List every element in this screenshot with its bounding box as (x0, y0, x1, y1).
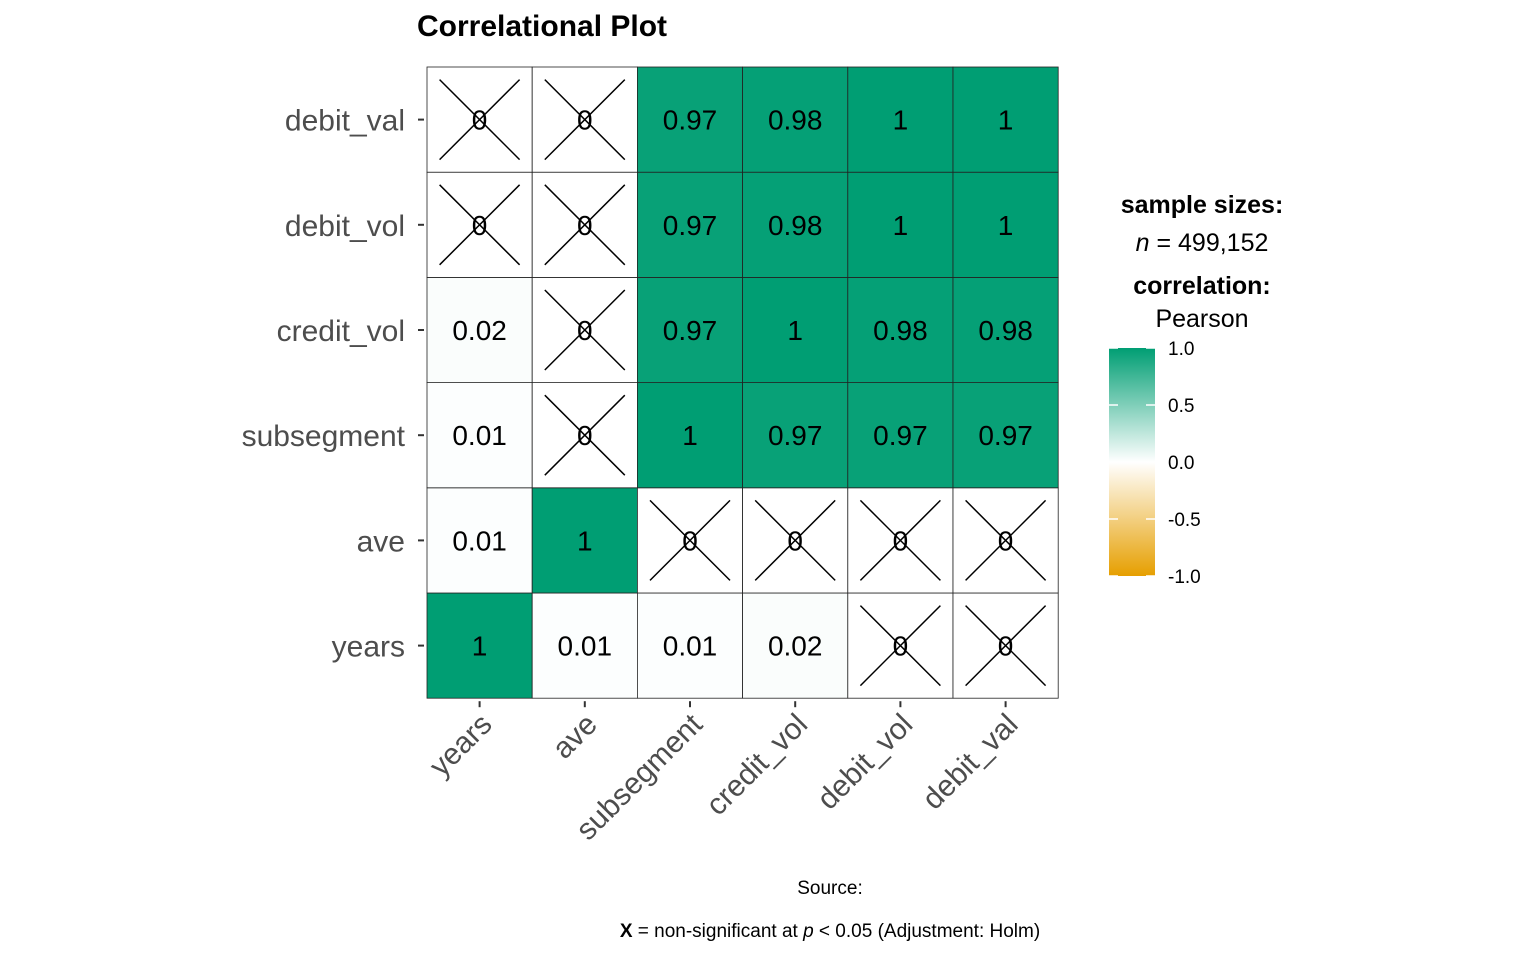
nonsig-cross-b-ave-subsegment (544, 394, 626, 476)
legend-tick-label-3: -0.5 (1168, 510, 1201, 531)
x-tick-label-debit_vol: debit_vol (811, 708, 919, 816)
legend-tick-label-1: 0.5 (1168, 396, 1194, 417)
heatmap-cells: 10.010.010.02000.01100000.01010.970.970.… (426, 66, 1059, 699)
caption-mid-text: = non-significant at (633, 921, 804, 942)
x-tick-label-years: years (423, 708, 498, 783)
heatmap-cell-years-credit_vol (426, 276, 533, 383)
cell-label-credit_vol-years: 0.02 (768, 631, 823, 662)
x-axis: years avesubsegmentcredit_voldebit_voldeb… (423, 701, 1025, 847)
cell-label-subsegment-debit_vol: 0.97 (663, 210, 718, 241)
cell-label-debit_vol-credit_vol: 0.98 (873, 315, 928, 346)
cell-label-debit_vol-debit_val: 1 (893, 105, 909, 136)
caption-tail-text: < 0.05 (Adjustment: Holm) (814, 921, 1041, 942)
y-axis: debit_val debit_vol credit_vol subsegment av… (242, 105, 424, 664)
heatmap-cell-ave-years (531, 592, 638, 699)
heatmap-cell-credit_vol-debit_val (742, 66, 849, 173)
heatmap-cell-credit_vol-credit_vol (742, 276, 849, 383)
heatmap-cell-subsegment-debit_val (637, 66, 744, 173)
x-tick-label-credit_vol: credit_vol (700, 708, 814, 822)
nonsig-cross-b-debit_vol-years (859, 605, 941, 687)
heatmap-cell-years-ave (426, 487, 533, 594)
y-tick-label-credit_vol: credit_vol (277, 315, 405, 348)
nonsig-cross-b-debit_val-ave (965, 499, 1047, 581)
caption-significance: X = non-significant at p < 0.05 (Adjustm… (620, 921, 1040, 942)
cell-label-ave-ave: 1 (577, 525, 593, 556)
cell-label-ave-years: 0.01 (558, 631, 613, 662)
nonsig-cross-b-ave-credit_vol (544, 289, 626, 371)
cell-label-years-years: 1 (472, 631, 488, 662)
heatmap-cell-debit_val-credit_vol (952, 276, 1059, 383)
cell-label-credit_vol-subsegment: 0.97 (768, 420, 823, 451)
legend-ticks: 1.0 0.5 0.0 -0.5 -1.0 (1109, 339, 1201, 588)
legend-tick-label-0: 1.0 (1168, 339, 1194, 360)
nonsig-cross-b-ave-debit_val (544, 79, 626, 161)
caption-source: Source: (797, 878, 862, 899)
chart-title: Correlational Plot (417, 10, 667, 43)
y-tick-label-subsegment: subsegment (242, 420, 406, 453)
cell-label-debit_vol-debit_vol: 1 (893, 210, 909, 241)
nonsig-cross-b-debit_val-years (965, 605, 1047, 687)
legend-sample-heading: sample sizes: (1121, 191, 1284, 219)
legend-n-value: = 499,152 (1150, 229, 1269, 257)
legend-n-symbol: n (1136, 229, 1150, 257)
x-tick-label-debit_val: debit_val (916, 708, 1024, 816)
caption-x-mark: X (620, 921, 633, 942)
cell-label-years-subsegment: 0.01 (452, 420, 507, 451)
heatmap-cell-years-subsegment (426, 382, 533, 489)
cell-label-years-ave: 0.01 (452, 525, 507, 556)
nonsig-cross-b-credit_vol-ave (754, 499, 836, 581)
heatmap-cell-debit_vol-credit_vol (847, 276, 954, 383)
heatmap-cell-credit_vol-years (742, 592, 849, 699)
cell-label-debit_val-debit_val: 1 (998, 105, 1014, 136)
y-tick-label-years: years (332, 631, 405, 664)
nonsig-cross-b-subsegment-ave (649, 499, 731, 581)
heatmap-cell-credit_vol-subsegment (742, 382, 849, 489)
legend: sample sizes: n = 499,152 correlation: P… (1109, 191, 1283, 588)
legend-tick-label-4: -1.0 (1168, 567, 1201, 588)
heatmap-cell-ave-ave (531, 487, 638, 594)
legend-sample-size: n = 499,152 (1136, 229, 1269, 257)
heatmap-cell-debit_vol-debit_val (847, 66, 954, 173)
cell-label-subsegment-credit_vol: 0.97 (663, 315, 718, 346)
heatmap-cell-subsegment-debit_vol (637, 171, 744, 278)
cell-label-credit_vol-debit_vol: 0.98 (768, 210, 823, 241)
nonsig-cross-b-years-debit_val (439, 79, 521, 161)
nonsig-cross-b-ave-debit_vol (544, 184, 626, 266)
y-tick-label-debit_val: debit_val (285, 105, 405, 138)
heatmap-cell-subsegment-subsegment (637, 382, 744, 489)
cell-label-credit_vol-credit_vol: 1 (787, 315, 803, 346)
legend-corr-heading: correlation: (1133, 272, 1271, 300)
cell-label-subsegment-years: 0.01 (663, 631, 718, 662)
cell-label-subsegment-subsegment: 1 (682, 420, 698, 451)
cell-label-debit_val-subsegment: 0.97 (978, 420, 1033, 451)
cell-label-debit_val-credit_vol: 0.98 (978, 315, 1033, 346)
caption-p-symbol: p (802, 921, 814, 942)
cell-label-debit_vol-subsegment: 0.97 (873, 420, 928, 451)
nonsig-cross-b-debit_vol-ave (859, 499, 941, 581)
cell-label-subsegment-debit_val: 0.97 (663, 105, 718, 136)
cell-label-years-credit_vol: 0.02 (452, 315, 507, 346)
heatmap-cell-debit_val-debit_vol (952, 171, 1059, 278)
heatmap-cell-years-years (426, 592, 533, 699)
heatmap-cell-debit_vol-subsegment (847, 382, 954, 489)
legend-tick-label-2: 0.0 (1168, 453, 1194, 474)
caption: Source: X = non-significant at p < 0.05 … (620, 878, 1040, 942)
legend-corr-method: Pearson (1155, 305, 1248, 333)
cell-label-debit_val-debit_vol: 1 (998, 210, 1014, 241)
x-tick-label-ave: ave (546, 708, 604, 766)
y-tick-label-ave: ave (357, 525, 405, 558)
heatmap-cell-debit_val-debit_val (952, 66, 1059, 173)
cell-label-credit_vol-debit_val: 0.98 (768, 105, 823, 136)
heatmap-cell-credit_vol-debit_vol (742, 171, 849, 278)
nonsig-cross-b-years-debit_vol (439, 184, 521, 266)
y-tick-label-debit_vol: debit_vol (285, 210, 405, 243)
